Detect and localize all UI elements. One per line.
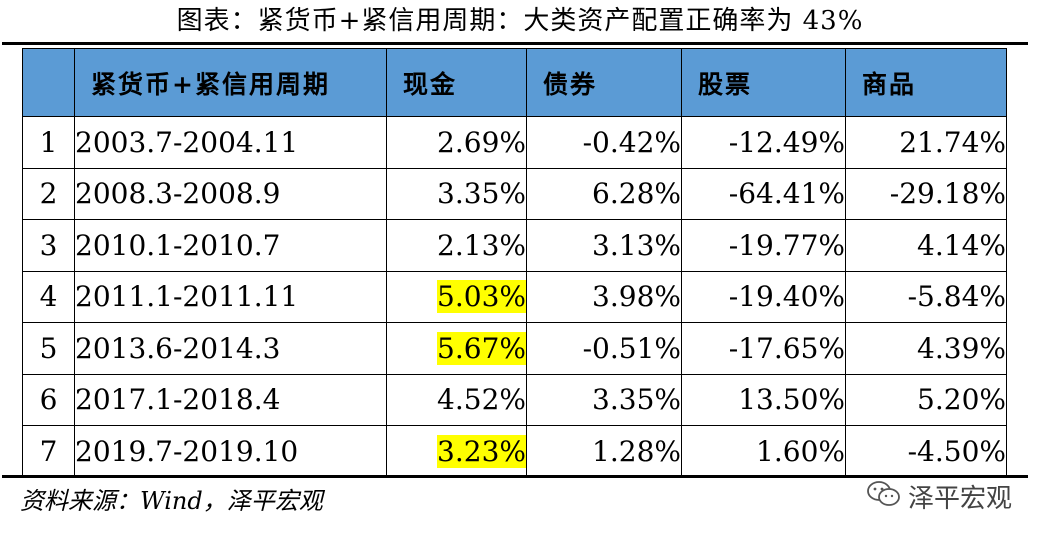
cash-value: 4.52% xyxy=(437,383,526,417)
table-row: 4 2011.1-2011.11 5.03% 3.98% -19.40% -5.… xyxy=(22,270,1007,323)
row-index: 2 xyxy=(22,167,75,220)
table-row: 2 2008.3-2008.9 3.35% 6.28% -64.41% -29.… xyxy=(22,167,1007,220)
commodity-value: 21.74% xyxy=(845,116,1007,169)
bond-value: 3.98% xyxy=(526,270,682,323)
commodity-value: -4.50% xyxy=(845,425,1007,478)
header-commodity: 商品 xyxy=(845,48,1007,117)
row-index: 7 xyxy=(22,425,75,478)
commodity-value: 5.20% xyxy=(845,373,1007,426)
wechat-icon xyxy=(866,479,902,513)
stock-value: -17.65% xyxy=(681,322,846,375)
cash-value: 2.69% xyxy=(437,125,526,159)
commodity-value: -5.84% xyxy=(845,270,1007,323)
header-bond: 债券 xyxy=(526,48,682,117)
source-note: 资料来源：Wind，泽平宏观 xyxy=(20,487,323,515)
period-cell: 2003.7-2004.11 xyxy=(74,116,387,169)
top-rule xyxy=(2,42,1028,45)
table-row: 3 2010.1-2010.7 2.13% 3.13% -19.77% 4.14… xyxy=(22,219,1007,272)
stock-value: -12.49% xyxy=(681,116,846,169)
commodity-value: -29.18% xyxy=(845,167,1007,220)
period-cell: 2017.1-2018.4 xyxy=(74,373,387,426)
commodity-value: 4.14% xyxy=(845,219,1007,272)
stock-value: -19.77% xyxy=(681,219,846,272)
period-cell: 2010.1-2010.7 xyxy=(74,219,387,272)
wechat-watermark: 泽平宏观 xyxy=(866,479,1013,514)
row-index: 1 xyxy=(22,116,75,169)
cash-value: 2.13% xyxy=(437,228,526,262)
cash-value-highlighted: 3.23% xyxy=(437,434,526,468)
row-index: 6 xyxy=(22,373,75,426)
row-index: 4 xyxy=(22,270,75,323)
stock-value: -19.40% xyxy=(681,270,846,323)
table-row: 5 2013.6-2014.3 5.67% -0.51% -17.65% 4.3… xyxy=(22,322,1007,375)
table-row: 7 2019.7-2019.10 3.23% 1.28% 1.60% -4.50… xyxy=(22,425,1007,478)
stock-value: 13.50% xyxy=(681,373,846,426)
returns-table: 紧货币+紧信用周期 现金 债券 股票 商品 1 2003.7-2004.11 2… xyxy=(22,48,1007,478)
brand-name: 泽平宏观 xyxy=(908,483,1013,514)
table-row: 6 2017.1-2018.4 4.52% 3.35% 13.50% 5.20% xyxy=(22,373,1007,426)
bond-value: 1.28% xyxy=(526,425,682,478)
figure-title: 图表：紧货币+紧信用周期：大类资产配置正确率为 43% xyxy=(176,6,864,36)
header-row: 紧货币+紧信用周期 现金 债券 股票 商品 xyxy=(22,48,1007,117)
header-period: 紧货币+紧信用周期 xyxy=(74,48,387,117)
cash-value-highlighted: 5.03% xyxy=(437,280,526,314)
header-cash: 现金 xyxy=(386,48,527,117)
bond-value: 3.35% xyxy=(526,373,682,426)
commodity-value: 4.39% xyxy=(845,322,1007,375)
row-index: 5 xyxy=(22,322,75,375)
period-cell: 2011.1-2011.11 xyxy=(74,270,387,323)
row-index: 3 xyxy=(22,219,75,272)
stock-value: 1.60% xyxy=(681,425,846,478)
cash-value: 3.35% xyxy=(437,177,526,211)
period-cell: 2008.3-2008.9 xyxy=(74,167,387,220)
period-cell: 2013.6-2014.3 xyxy=(74,322,387,375)
stock-value: -64.41% xyxy=(681,167,846,220)
cash-value-highlighted: 5.67% xyxy=(437,331,526,365)
table-row: 1 2003.7-2004.11 2.69% -0.42% -12.49% 21… xyxy=(22,116,1007,169)
bond-value: -0.42% xyxy=(526,116,682,169)
bond-value: -0.51% xyxy=(526,322,682,375)
period-cell: 2019.7-2019.10 xyxy=(74,425,387,478)
header-stock: 股票 xyxy=(681,48,846,117)
bottom-rule xyxy=(2,475,1028,478)
bond-value: 3.13% xyxy=(526,219,682,272)
header-index xyxy=(22,48,75,117)
bond-value: 6.28% xyxy=(526,167,682,220)
